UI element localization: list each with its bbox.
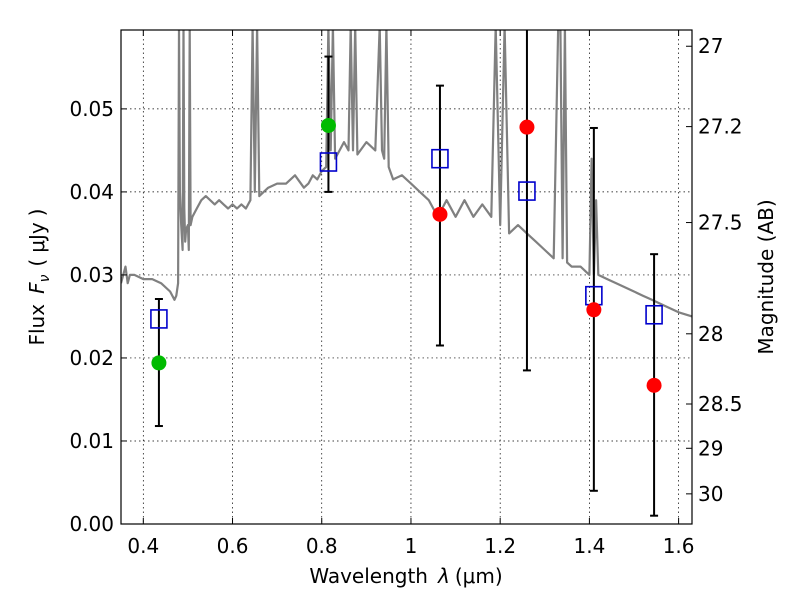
- y2-tick-label: 28.5: [698, 392, 743, 416]
- x-tick-label: 0.8: [306, 534, 338, 558]
- observed-point-red: [432, 206, 448, 222]
- y2-tick-label: 28: [698, 322, 723, 346]
- y-tick-label: 0.02: [69, 346, 114, 370]
- observed-point-green: [151, 355, 167, 371]
- y2-tick-label: 30: [698, 482, 723, 506]
- y-tick-label: 0.05: [69, 97, 114, 121]
- plot-frame: [120, 29, 693, 525]
- x-tick-label: 0.4: [127, 534, 159, 558]
- observed-point-red: [586, 302, 602, 318]
- y2-tick-label: 29: [698, 436, 723, 460]
- plot-background: [121, 30, 692, 524]
- y2-tick-label: 27: [698, 34, 723, 58]
- x-tick-label: 1.4: [573, 534, 605, 558]
- observed-point-red: [646, 377, 662, 393]
- model-flux-square: [645, 304, 663, 325]
- x-tick-label: 0.6: [217, 534, 249, 558]
- x-tick-label: 1.2: [484, 534, 516, 558]
- y-axis-label: FluxFν(μJy): [25, 208, 53, 345]
- x-tick-label: 1.6: [663, 534, 695, 558]
- y2-tick-label: 27.2: [698, 115, 743, 139]
- model-flux-square: [319, 152, 338, 172]
- model-flux-square: [150, 309, 168, 329]
- x-axis-label: Wavelength λ (μm): [309, 564, 502, 588]
- observed-point-green: [320, 117, 336, 133]
- spectrum-line: [121, 30, 692, 318]
- model-flux-square: [518, 181, 536, 201]
- y2-tick-label: 27.5: [698, 211, 743, 235]
- observed-point-red: [519, 119, 535, 135]
- y-tick-label: 0.04: [69, 180, 114, 204]
- right-axis-label: Magnitude (AB): [754, 199, 778, 354]
- y-tick-label: 0.00: [69, 512, 114, 536]
- axes: 0.4 0.6 0.8 1 1.2 1.4 1.6 0.00 0.01 0.02 0.03 0.04 0…: [69, 30, 743, 558]
- y-tick-label: 0.03: [69, 263, 114, 287]
- x-tick-label: 1: [405, 534, 418, 558]
- plot-area: [121, 30, 692, 517]
- model-flux-square: [431, 148, 449, 169]
- y-tick-label: 0.01: [69, 429, 114, 453]
